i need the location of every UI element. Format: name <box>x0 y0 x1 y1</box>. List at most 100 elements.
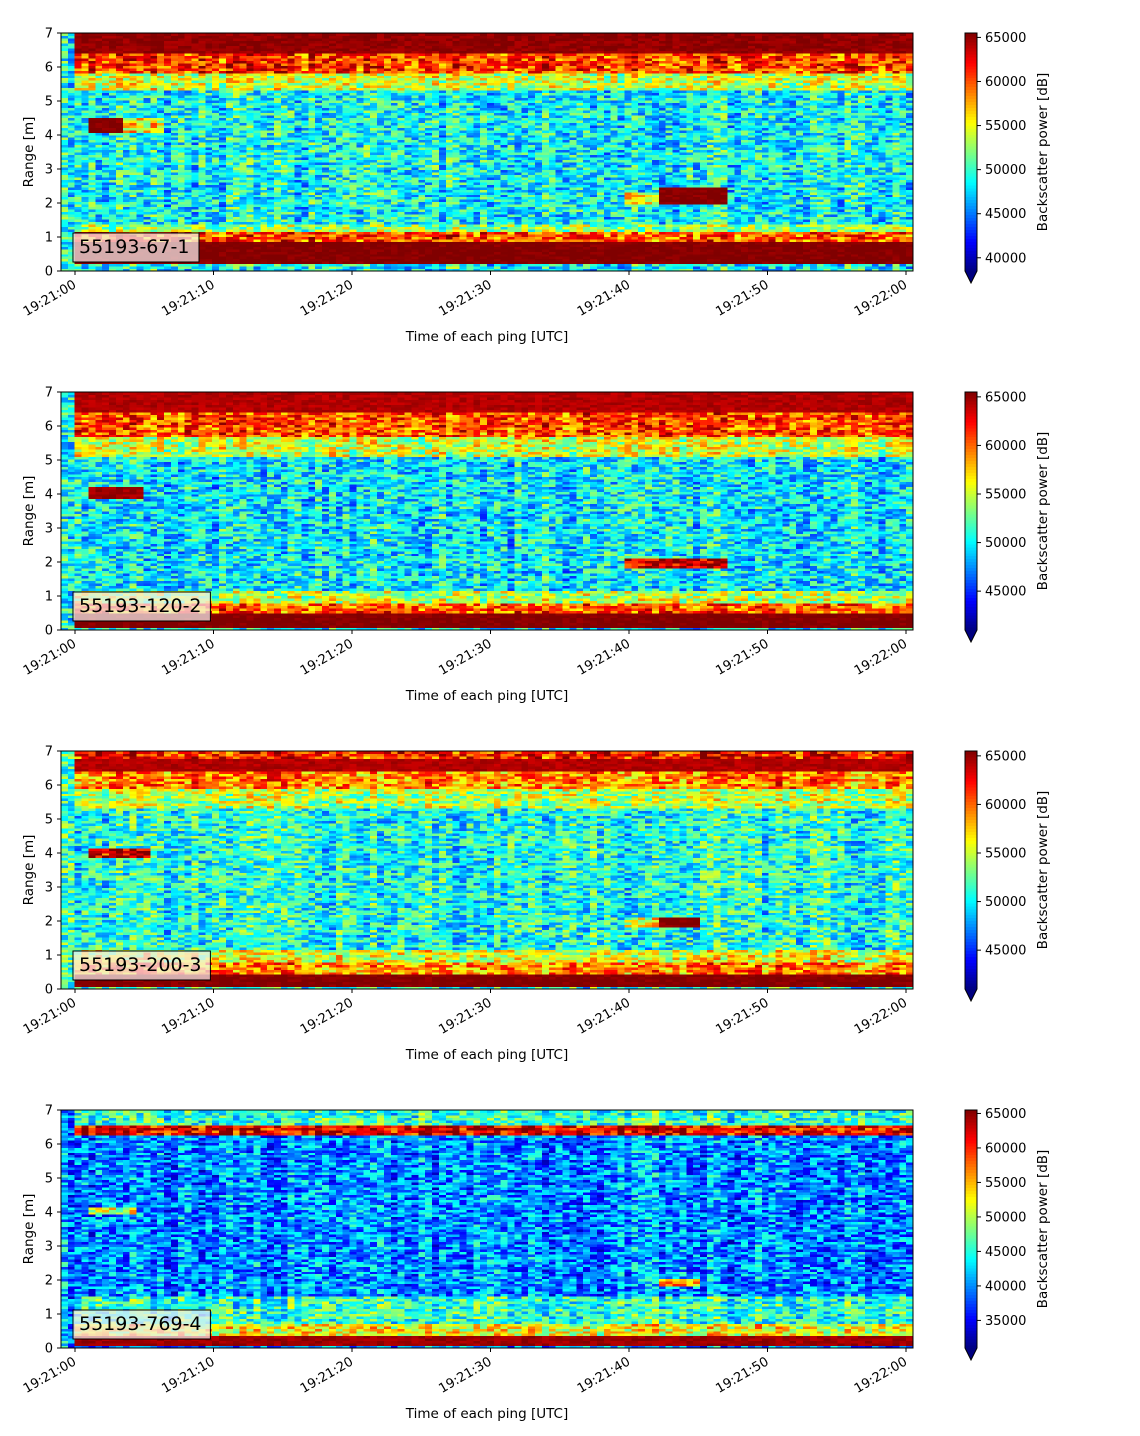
colorbar-segment <box>965 881 977 886</box>
y-tick-label: 2 <box>45 556 53 571</box>
colorbar-segment <box>965 1166 977 1171</box>
colorbar-tick-label: 50000 <box>985 163 1026 178</box>
colorbar-segment <box>965 154 977 159</box>
colorbar-segment <box>965 98 977 103</box>
colorbar-segment <box>965 1252 977 1257</box>
colorbar-segment <box>965 1282 977 1287</box>
colorbar-segment <box>965 911 977 916</box>
colorbar-segment <box>965 1321 977 1325</box>
colorbar-segment <box>965 537 977 542</box>
colorbar-segment <box>965 505 977 509</box>
colorbar-segment <box>965 980 977 984</box>
colorbar-segment <box>965 38 977 43</box>
colorbar-segment <box>965 887 977 892</box>
colorbar-segment <box>965 256 977 260</box>
sensor-id-text: 55193-200-3 <box>79 954 202 976</box>
colorbar-segment <box>965 92 977 97</box>
y-tick-label: 6 <box>45 779 53 794</box>
y-tick-label: 0 <box>45 983 53 998</box>
colorbar-segment <box>965 1217 977 1221</box>
colorbar-extend-arrow <box>965 630 977 642</box>
colorbar-segment <box>965 418 977 423</box>
colorbar-segment <box>965 974 977 978</box>
colorbar-segment <box>965 502 977 506</box>
colorbar-segment <box>965 762 977 767</box>
colorbar-segment <box>965 753 977 758</box>
colorbar-segment <box>965 968 977 972</box>
y-tick-label: 6 <box>45 420 53 435</box>
colorbar-segment <box>965 1330 977 1334</box>
colorbar-tick-label: 40000 <box>985 251 1026 266</box>
colorbar-segment <box>965 1124 977 1129</box>
colorbar-segment <box>965 543 977 548</box>
colorbar-segment <box>965 397 977 402</box>
colorbar-segment <box>965 1151 977 1156</box>
colorbar-segment <box>965 627 977 631</box>
colorbar-frame <box>964 750 978 1003</box>
colorbar-tick-label: 65000 <box>985 749 1026 764</box>
colorbar-segment <box>965 1187 977 1191</box>
colorbar-segment <box>965 172 977 177</box>
colorbar-segment <box>965 214 977 219</box>
colorbar-segment <box>965 875 977 880</box>
colorbar-segment <box>965 1300 977 1304</box>
y-tick-label: 7 <box>45 27 53 42</box>
colorbar-segment <box>965 1226 977 1230</box>
colorbar-segment <box>965 259 977 263</box>
colorbar-segment <box>965 983 977 987</box>
colorbar-segment <box>965 77 977 82</box>
colorbar-segment <box>965 44 977 49</box>
colorbar-segment <box>965 211 977 216</box>
colorbar-segment <box>965 624 977 628</box>
colorbar-segment <box>965 878 977 883</box>
y-tick-label: 3 <box>45 522 53 537</box>
colorbar-segment <box>965 867 977 871</box>
colorbar-segment <box>965 1196 977 1200</box>
colorbar-segment <box>965 893 977 898</box>
colorbar-segment <box>965 828 977 832</box>
colorbar-segment <box>965 971 977 975</box>
colorbar-segment <box>965 872 977 877</box>
colorbar-segment <box>965 487 977 491</box>
colorbar-segment <box>965 914 977 919</box>
y-tick-label: 2 <box>45 1274 53 1289</box>
colorbar-segment <box>965 1327 977 1331</box>
colorbar-segment <box>965 1297 977 1301</box>
colorbar-segment <box>965 475 977 479</box>
colorbar-tick-label: 60000 <box>985 1141 1026 1156</box>
y-tick-label: 3 <box>45 1240 53 1255</box>
colorbar-segment <box>965 1315 977 1319</box>
colorbar-segment <box>965 1118 977 1123</box>
colorbar-segment <box>965 1169 977 1174</box>
colorbar-segment <box>965 855 977 859</box>
colorbar-segment <box>965 1246 977 1251</box>
colorbar-segment <box>965 591 977 595</box>
colorbar-tick-label: 50000 <box>985 1210 1026 1225</box>
colorbar-segment <box>965 1267 977 1272</box>
colorbar-segment <box>965 1237 977 1242</box>
colorbar-segment <box>965 606 977 610</box>
colorbar-segment <box>965 41 977 46</box>
colorbar-segment <box>965 1202 977 1206</box>
colorbar-segment <box>965 582 977 586</box>
colorbar-segment <box>965 615 977 619</box>
colorbar-segment <box>965 128 977 132</box>
colorbar-segment <box>965 1279 977 1284</box>
colorbar-segment <box>965 250 977 254</box>
plot-frame <box>60 750 914 990</box>
colorbar-segment <box>965 202 977 207</box>
colorbar-segment <box>965 858 977 862</box>
y-tick-label: 4 <box>45 1206 53 1221</box>
colorbar-segment <box>965 944 977 948</box>
sensor-id-box <box>72 950 211 981</box>
colorbar-segment <box>965 1318 977 1322</box>
colorbar-segment <box>965 193 977 198</box>
colorbar-segment <box>965 810 977 815</box>
colorbar-segment <box>965 846 977 850</box>
colorbar-segment <box>965 1190 977 1194</box>
colorbar-segment <box>965 490 977 494</box>
colorbar-segment <box>965 400 977 405</box>
colorbar-segment <box>965 125 977 129</box>
colorbar-segment <box>965 175 977 180</box>
colorbar-segment <box>965 187 977 192</box>
